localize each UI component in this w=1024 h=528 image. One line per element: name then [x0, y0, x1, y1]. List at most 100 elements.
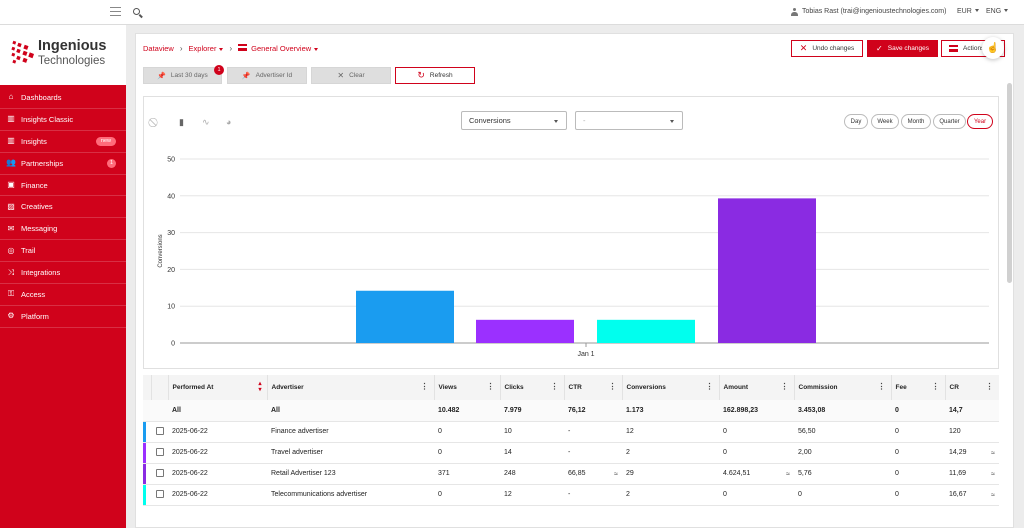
hand-pointer-icon[interactable]: ☝	[982, 37, 1004, 59]
breadcrumb-general-overview[interactable]: General Overview	[238, 44, 319, 53]
refresh-button[interactable]: ↻ Refresh	[395, 67, 475, 84]
y-axis-label: Conversions	[158, 234, 164, 267]
sidebar-item-dashboards[interactable]: ⌂ Dashboards	[0, 87, 126, 109]
period-year-button[interactable]: Year	[967, 114, 993, 129]
period-week-button[interactable]: Week	[871, 114, 899, 129]
cell-value: 66,85	[568, 470, 586, 477]
cell-value: Retail Advertiser 123	[271, 470, 336, 477]
save-changes-button[interactable]: ✓ Save changes	[867, 40, 938, 57]
table-cell: All	[168, 400, 267, 422]
column-header-advertiser[interactable]: Advertiser ⋮	[267, 375, 435, 400]
sidebar-item-creatives[interactable]: ▨ Creatives	[0, 196, 126, 219]
page-scrollbar[interactable]	[1007, 83, 1012, 283]
cell-value: 2025-06-22	[172, 491, 208, 498]
search-icon[interactable]	[133, 8, 140, 15]
column-menu-icon[interactable]: ⋮	[486, 382, 495, 391]
user-name[interactable]: Tobias Rast (trai@ingenioustechnologies.…	[802, 8, 947, 15]
chevron-down-icon	[219, 48, 224, 51]
column-menu-icon[interactable]: ⋮	[608, 382, 617, 391]
column-header-clicks[interactable]: Clicks ⋮	[500, 375, 565, 400]
chart-bar[interactable]	[476, 319, 574, 343]
brand-name: Ingenious	[38, 38, 107, 54]
chevron-down-icon	[314, 48, 319, 51]
approx-icon: ≈	[991, 449, 995, 457]
column-menu-icon[interactable]: ⋮	[550, 382, 559, 391]
column-header-performed-at[interactable]: Performed At ▴ ▾	[168, 375, 268, 400]
table-row[interactable]: 2025-06-22 Finance advertiser 0 10-12 0 56,50…	[143, 421, 999, 443]
menu-icon[interactable]	[110, 7, 121, 16]
sidebar-item-insights[interactable]: ▥ Insights new	[0, 131, 126, 153]
period-day-button[interactable]: Day	[844, 114, 868, 129]
pie-chart-icon[interactable]: ◕	[226, 117, 232, 127]
column-header-commission[interactable]: Commission ⋮	[794, 375, 892, 400]
period-month-button[interactable]: Month	[901, 114, 931, 129]
column-menu-icon[interactable]: ⋮	[877, 382, 886, 391]
clear-button[interactable]: ✕ Clear	[311, 67, 391, 84]
sidebar-item-platform[interactable]: ⚙ Platform	[0, 306, 126, 328]
column-menu-icon[interactable]: ⋮	[985, 382, 994, 391]
row-checkbox[interactable]	[156, 489, 164, 498]
chart-bar[interactable]	[356, 290, 454, 343]
cell-value: 14,29	[949, 449, 967, 456]
table-row[interactable]: 2025-06-22 Telecommunications advertiser 0…	[143, 484, 999, 506]
sidebar-item-insights-classic[interactable]: ▥ Insights Classic	[0, 109, 126, 131]
last-30-days-filter[interactable]: 📌 Last 30 days	[143, 67, 222, 84]
chart-bar[interactable]	[597, 319, 695, 343]
sidebar-item-label: Dashboards	[21, 92, 62, 102]
sidebar-item-label: Insights Classic	[21, 114, 74, 124]
column-menu-icon[interactable]: ⋮	[931, 382, 940, 391]
advertiser-id-filter[interactable]: 📌 Advertiser Id	[227, 67, 307, 84]
row-checkbox[interactable]	[156, 426, 164, 435]
column-header-views[interactable]: Views ⋮	[434, 375, 501, 400]
table-cell: All	[267, 400, 434, 422]
table-cell: 0	[434, 442, 500, 464]
sidebar-item-partnerships[interactable]: 👥 Partnerships 1	[0, 153, 126, 175]
sidebar-item-access[interactable]: ⚿ Access	[0, 284, 126, 306]
totals-row[interactable]: All All 10.482 7.979 76,12 1.173 162.898,23 3.4…	[143, 400, 999, 422]
secondary-metric-select[interactable]: -	[575, 111, 683, 130]
row-checkbox[interactable]	[156, 447, 164, 456]
sidebar-nav: ⌂ Dashboards ▥ Insights Classic ▥ Insights new…	[0, 87, 126, 328]
column-menu-icon[interactable]: ⋮	[420, 382, 429, 391]
table-row[interactable]: 2025-06-22 Retail Advertiser 123 371 248 66,…	[143, 463, 999, 485]
table-cell: Retail Advertiser 123	[267, 463, 434, 485]
column-menu-icon[interactable]: ⋮	[705, 382, 714, 391]
currency-select[interactable]: EUR	[957, 8, 979, 15]
column-header-cr[interactable]: CR ⋮	[945, 375, 999, 400]
language-select[interactable]: ENG	[986, 8, 1009, 15]
cell-value: 29	[626, 470, 634, 477]
cell-value: 0	[798, 491, 802, 498]
breadcrumb-dataview[interactable]: Dataview	[143, 44, 174, 53]
row-checkbox[interactable]	[156, 468, 164, 477]
column-header-amount[interactable]: Amount ⋮	[719, 375, 795, 400]
column-menu-icon[interactable]: ⋮	[780, 382, 789, 391]
sidebar-item-integrations[interactable]: ⤨ Integrations	[0, 262, 126, 285]
column-header-fee[interactable]: Fee ⋮	[891, 375, 946, 400]
table-cell: -	[564, 484, 622, 506]
bar-chart-icon[interactable]: ▮	[179, 117, 184, 127]
sort-icon[interactable]: ▴ ▾	[258, 381, 262, 393]
sidebar-item-finance[interactable]: ▣ Finance	[0, 175, 126, 197]
chart-bar[interactable]	[718, 198, 816, 343]
image-icon: ▨	[7, 201, 15, 211]
cell-value: 0	[723, 449, 727, 456]
logo[interactable]: Ingenious Technologies	[0, 25, 126, 85]
table-cell: 1.173	[622, 400, 719, 422]
column-header-conversions[interactable]: Conversions ⋮	[622, 375, 720, 400]
secondary-metric-value: -	[583, 116, 586, 125]
table-cell: 29	[622, 463, 719, 485]
undo-changes-button[interactable]: ✕ Undo changes	[791, 40, 863, 57]
sidebar-item-messaging[interactable]: ✉ Messaging	[0, 218, 126, 241]
sidebar-item-trail[interactable]: ◎ Trail	[0, 240, 126, 263]
breadcrumb-explorer[interactable]: Explorer	[189, 44, 224, 53]
brand-subname: Technologies	[38, 55, 106, 67]
table-cell: 0	[891, 484, 945, 506]
table-row[interactable]: 2025-06-22 Travel advertiser 0 14 - 2 0 2,00 0 14…	[143, 442, 999, 464]
y-tick-label: 50	[167, 157, 175, 164]
metric-select[interactable]: Conversions	[461, 111, 567, 130]
table-cell: 2	[622, 484, 719, 506]
period-quarter-button[interactable]: Quarter	[933, 114, 966, 129]
line-chart-icon[interactable]: ∿	[202, 117, 210, 127]
column-header-ctr[interactable]: CTR ⋮	[564, 375, 623, 400]
column-header-commission-label: Commission	[798, 384, 838, 391]
